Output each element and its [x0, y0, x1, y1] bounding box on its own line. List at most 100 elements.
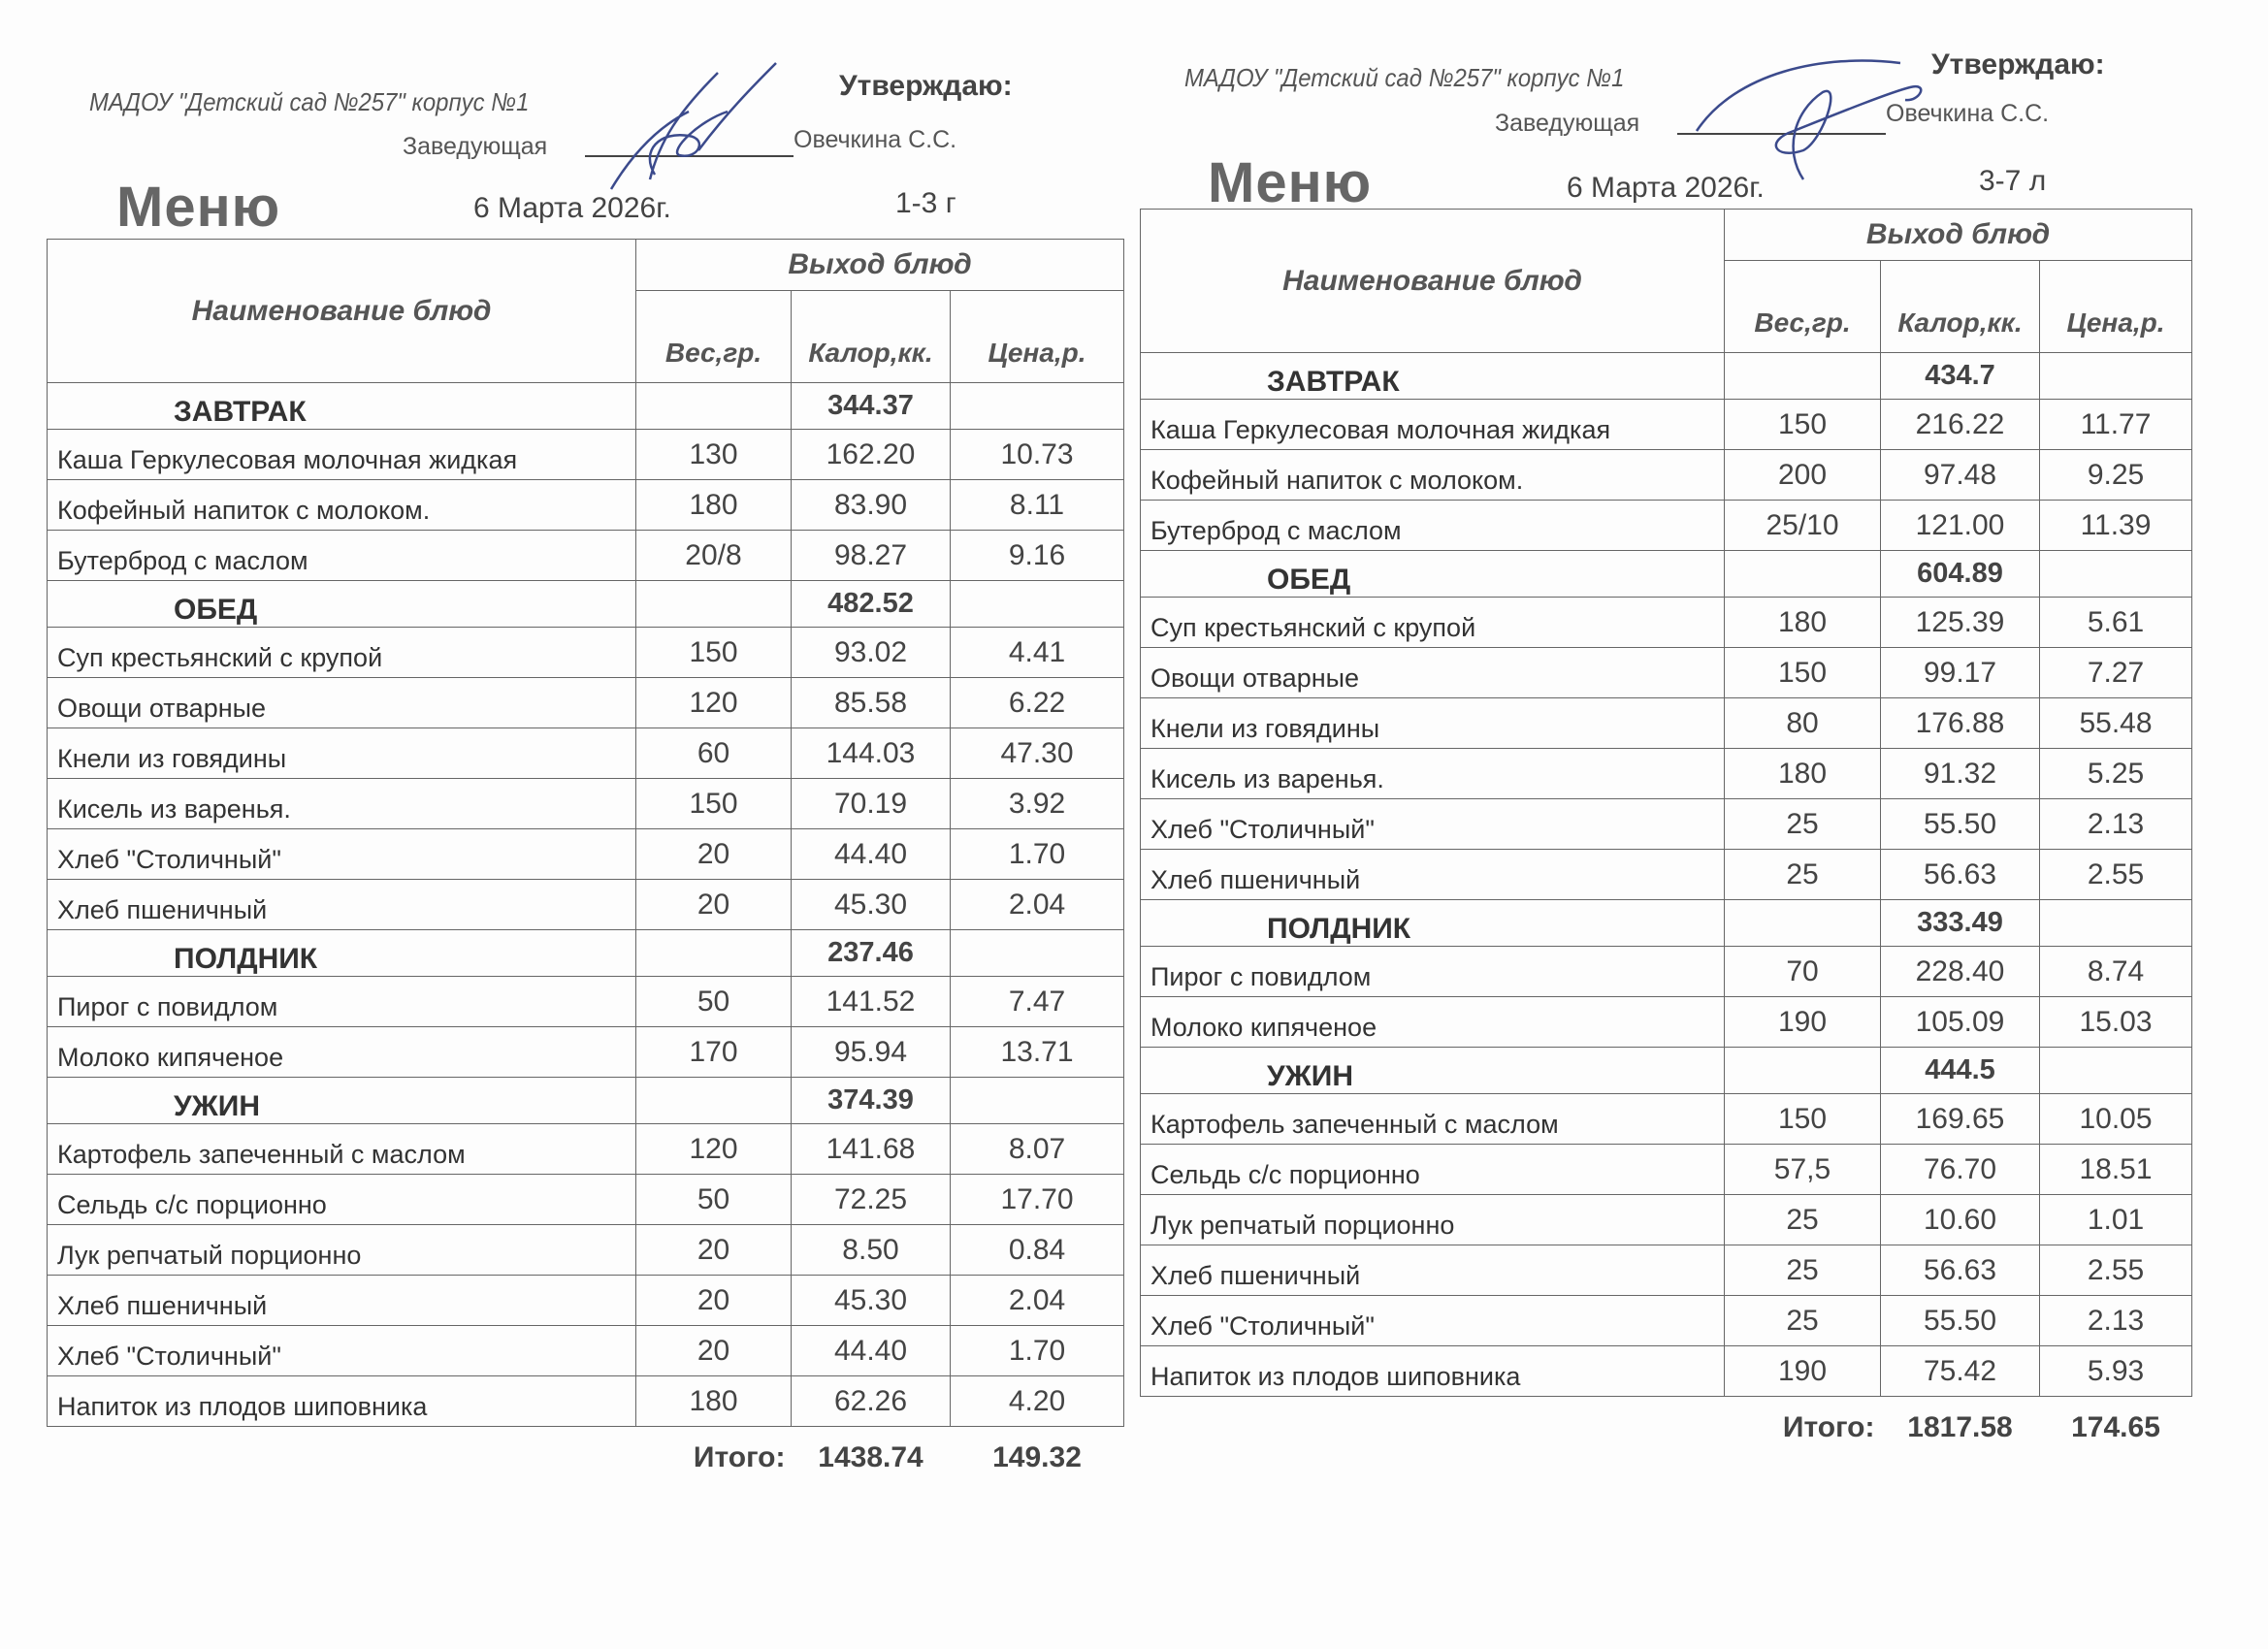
section-calories: 604.89 — [1880, 550, 2040, 598]
dish-row: Хлеб "Столичный" 20 44.40 1.70 — [47, 1325, 1125, 1376]
menu-sheet-3-7: МАДОУ "Детский сад №257" корпус №1 Утвер… — [1134, 0, 2268, 1649]
dish-weight: 150 — [1724, 647, 1881, 698]
section-title: ЗАВТРАК — [47, 382, 636, 430]
dish-calories: 105.09 — [1880, 996, 2040, 1048]
dish-calories: 10.60 — [1880, 1194, 2040, 1245]
dish-weight: 57,5 — [1724, 1144, 1881, 1195]
total-calories: 1817.58 — [1907, 1411, 2013, 1443]
dish-name: Хлеб пшеничный — [47, 879, 636, 930]
dish-price: 2.04 — [949, 1275, 1125, 1326]
section-row: ОБЕД 482.52 — [47, 580, 1125, 628]
dish-calories: 44.40 — [791, 828, 951, 880]
dish-row: Бутерброд с маслом 20/8 98.27 9.16 — [47, 530, 1125, 581]
dish-price: 47.30 — [949, 728, 1125, 779]
dish-weight: 120 — [635, 1123, 792, 1175]
menu-date: 6 Марта 2026г. — [473, 192, 671, 224]
dish-name: Сельдь с/с порционно — [47, 1174, 636, 1225]
dish-row: Напиток из плодов шиповника 180 62.26 4.20 — [47, 1375, 1125, 1427]
dish-name: Лук репчатый порционно — [47, 1224, 636, 1276]
dish-calories: 216.22 — [1880, 399, 2040, 450]
age-group: 1-3 г — [895, 187, 956, 219]
dish-name: Хлеб пшеничный — [1140, 1245, 1725, 1296]
dish-row: Кофейный напиток с молоком. 180 83.90 8.11 — [47, 479, 1125, 531]
header-calories: Калор,кк. — [1880, 260, 2040, 353]
dish-price: 2.55 — [2038, 1245, 2193, 1296]
dish-calories: 141.68 — [791, 1123, 951, 1175]
dish-name: Напиток из плодов шиповника — [1140, 1345, 1725, 1397]
section-row: УЖИН 374.39 — [47, 1077, 1125, 1124]
section-weight — [635, 580, 792, 628]
dish-row: Лук репчатый порционно 20 8.50 0.84 — [47, 1224, 1125, 1276]
dish-price: 1.70 — [949, 828, 1125, 880]
dish-price: 7.47 — [949, 976, 1125, 1027]
dish-price: 7.27 — [2038, 647, 2193, 698]
dish-weight: 25/10 — [1724, 500, 1881, 551]
dish-weight: 120 — [635, 677, 792, 728]
page-title: Меню — [1208, 151, 1373, 214]
dish-calories: 55.50 — [1880, 798, 2040, 850]
dish-price: 13.71 — [949, 1026, 1125, 1078]
dish-weight: 190 — [1724, 1345, 1881, 1397]
header-price: Цена,р. — [2038, 260, 2193, 353]
dish-name: Суп крестьянский с крупой — [1140, 597, 1725, 648]
header-calories: Калор,кк. — [791, 290, 951, 383]
section-price — [2038, 352, 2193, 400]
section-price — [2038, 1047, 2193, 1094]
header-price: Цена,р. — [949, 290, 1125, 383]
dish-calories: 56.63 — [1880, 849, 2040, 900]
dish-weight: 150 — [635, 627, 792, 678]
dish-price: 8.07 — [949, 1123, 1125, 1175]
dish-weight: 50 — [635, 1174, 792, 1225]
header-weight: Вес,гр. — [1724, 260, 1881, 353]
dish-row: Овощи отварные 120 85.58 6.22 — [47, 677, 1125, 728]
dish-weight: 60 — [635, 728, 792, 779]
total-label: Итого: — [1782, 1411, 1875, 1443]
section-calories: 333.49 — [1880, 899, 2040, 947]
total-row: Итого: 1817.58 174.65 — [1141, 1397, 2192, 1455]
dish-price: 4.41 — [949, 627, 1125, 678]
dish-weight: 25 — [1724, 1295, 1881, 1346]
section-weight — [1724, 352, 1881, 400]
dish-name: Хлеб "Столичный" — [1140, 798, 1725, 850]
dish-name: Лук репчатый порционно — [1140, 1194, 1725, 1245]
dish-calories: 97.48 — [1880, 449, 2040, 501]
total-calories: 1438.74 — [818, 1441, 923, 1473]
dish-calories: 62.26 — [791, 1375, 951, 1427]
section-row: ЗАВТРАК 434.7 — [1140, 352, 2193, 400]
dish-price: 2.04 — [949, 879, 1125, 930]
dish-price: 8.11 — [949, 479, 1125, 531]
dish-row: Овощи отварные 150 99.17 7.27 — [1140, 647, 2193, 698]
dish-weight: 25 — [1724, 1194, 1881, 1245]
dish-calories: 141.52 — [791, 976, 951, 1027]
section-row: ПОЛДНИК 237.46 — [47, 929, 1125, 977]
dish-calories: 70.19 — [791, 778, 951, 829]
dish-name: Кнели из говядины — [47, 728, 636, 779]
dish-weight: 20 — [635, 1325, 792, 1376]
dish-row: Хлеб пшеничный 25 56.63 2.55 — [1140, 849, 2193, 900]
menu-table: Наименование блюд Выход блюд Вес,гр. Кал… — [47, 239, 1125, 1484]
dish-row: Хлеб пшеничный 25 56.63 2.55 — [1140, 1245, 2193, 1296]
dish-weight: 20 — [635, 879, 792, 930]
dish-calories: 228.40 — [1880, 946, 2040, 997]
dish-name: Суп крестьянский с крупой — [47, 627, 636, 678]
dish-calories: 72.25 — [791, 1174, 951, 1225]
dish-row: Картофель запеченный с маслом 150 169.65 10… — [1140, 1093, 2193, 1145]
dish-price: 15.03 — [2038, 996, 2193, 1048]
section-title: УЖИН — [47, 1077, 636, 1124]
dish-name: Пирог с повидлом — [1140, 946, 1725, 997]
dish-calories: 56.63 — [1880, 1245, 2040, 1296]
section-price — [949, 382, 1125, 430]
dish-price: 5.93 — [2038, 1345, 2193, 1397]
dish-calories: 99.17 — [1880, 647, 2040, 698]
dish-weight: 70 — [1724, 946, 1881, 997]
menu-table: Наименование блюд Выход блюд Вес,гр. Кал… — [1140, 209, 2193, 1455]
dish-name: Хлеб пшеничный — [47, 1275, 636, 1326]
dish-name: Бутерброд с маслом — [1140, 500, 1725, 551]
dish-calories: 76.70 — [1880, 1144, 2040, 1195]
dish-row: Хлеб пшеничный 20 45.30 2.04 — [47, 1275, 1125, 1326]
section-price — [2038, 899, 2193, 947]
dish-row: Хлеб "Столичный" 25 55.50 2.13 — [1140, 1295, 2193, 1346]
dish-calories: 45.30 — [791, 1275, 951, 1326]
dish-price: 10.05 — [2038, 1093, 2193, 1145]
dish-price: 17.70 — [949, 1174, 1125, 1225]
